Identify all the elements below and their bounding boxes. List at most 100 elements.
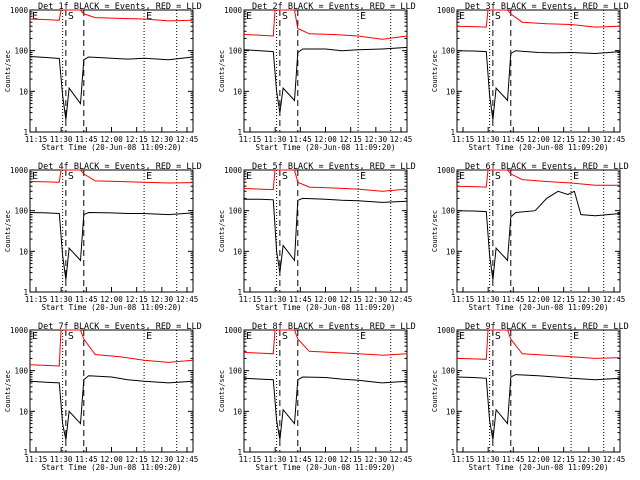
x-tick-label: 11:45 (75, 135, 98, 144)
y-tick-label: 1 (237, 288, 242, 297)
x-tick-label: 12:45 (603, 135, 626, 144)
marker-label: S (282, 171, 288, 182)
y-axis-label: Counts/sec (218, 210, 226, 252)
x-tick-label: 12:15 (339, 455, 362, 464)
y-axis-label: Counts/sec (431, 370, 439, 412)
marker-label: E (246, 11, 252, 22)
x-tick-label: 12:30 (578, 455, 601, 464)
marker-label: E (459, 11, 465, 22)
marker-label: E (459, 171, 465, 182)
y-tick-label: 1000 (10, 166, 29, 175)
x-tick-label: 12:00 (314, 295, 337, 304)
y-tick-label: 100 (441, 207, 455, 216)
x-tick-label: 11:15 (452, 455, 475, 464)
x-tick-label: 12:15 (125, 135, 148, 144)
panel-title: Det 8f BLACK = Events, RED = LLD (252, 322, 416, 332)
x-tick-label: 12:00 (100, 135, 123, 144)
marker-label: E (360, 331, 366, 342)
x-tick-label: 11:30 (50, 135, 73, 144)
y-tick-label: 10 (19, 247, 29, 256)
y-axis-label: Counts/sec (218, 50, 226, 92)
x-tick-label: 11:30 (50, 295, 73, 304)
x-tick-label: 12:45 (603, 455, 626, 464)
x-tick-label: 12:45 (390, 135, 413, 144)
x-tick-label: 12:15 (125, 455, 148, 464)
y-tick-label: 100 (228, 207, 242, 216)
marker-label: E (32, 11, 38, 22)
x-tick-label: 12:00 (527, 135, 550, 144)
panel-title: Det 5f BLACK = Events, RED = LLD (252, 162, 416, 172)
panel-title: Det 7f BLACK = Events, RED = LLD (38, 322, 202, 332)
lld-series-line (29, 9, 194, 22)
y-tick-label: 1000 (224, 6, 243, 15)
y-tick-label: 100 (228, 47, 242, 56)
x-tick-label: 12:30 (578, 295, 601, 304)
x-tick-label: 11:45 (289, 135, 312, 144)
y-tick-label: 10 (446, 247, 456, 256)
y-tick-label: 100 (441, 47, 455, 56)
x-tick-label: 12:30 (151, 455, 174, 464)
x-tick-label: 12:15 (552, 135, 575, 144)
x-tick-label: 12:15 (552, 455, 575, 464)
plot-frame (456, 169, 621, 293)
events-series-line (243, 376, 408, 440)
x-axis-label: Start Time (20-Jun-08 11:09:20) (469, 303, 609, 312)
plot-frame (243, 329, 408, 453)
x-tick-label: 12:30 (365, 295, 388, 304)
events-series-line (243, 46, 408, 113)
marker-label: S (495, 11, 501, 22)
x-tick-label: 12:15 (339, 295, 362, 304)
y-tick-label: 1000 (437, 326, 456, 335)
y-tick-label: 10 (233, 407, 243, 416)
x-tick-label: 11:30 (50, 455, 73, 464)
marker-label: S (282, 331, 288, 342)
x-tick-label: 12:00 (527, 455, 550, 464)
x-tick-label: 12:30 (365, 455, 388, 464)
y-tick-label: 1000 (224, 326, 243, 335)
y-tick-label: 10 (446, 407, 456, 416)
x-axis-label: Start Time (20-Jun-08 11:09:20) (256, 463, 396, 472)
y-tick-label: 100 (14, 367, 28, 376)
x-tick-label: 12:30 (151, 135, 174, 144)
x-tick-label: 11:15 (25, 295, 48, 304)
marker-label: E (146, 331, 152, 342)
x-tick-label: 12:30 (151, 295, 174, 304)
marker-label: S (68, 171, 74, 182)
lld-series-line (456, 9, 621, 28)
marker-label: S (68, 331, 74, 342)
x-tick-label: 12:00 (100, 295, 123, 304)
panel-title: Det 3f BLACK = Events, RED = LLD (465, 2, 629, 12)
x-tick-label: 12:45 (390, 295, 413, 304)
events-series-line (244, 197, 408, 273)
plot-frame (456, 9, 621, 133)
x-tick-label: 12:15 (552, 295, 575, 304)
events-series-line (29, 375, 194, 440)
x-axis-label: Start Time (20-Jun-08 11:09:20) (469, 463, 609, 472)
x-tick-label: 11:15 (239, 135, 262, 144)
y-axis-label: Counts/sec (4, 370, 12, 412)
y-tick-label: 10 (233, 87, 243, 96)
x-tick-label: 12:15 (339, 135, 362, 144)
y-axis-label: Counts/sec (431, 50, 439, 92)
panel-title: Det 6f BLACK = Events, RED = LLD (465, 162, 629, 172)
marker-label: E (360, 11, 366, 22)
x-tick-label: 11:45 (289, 295, 312, 304)
marker-label: E (573, 171, 579, 182)
y-axis-label: Counts/sec (4, 50, 12, 92)
lld-series-line (456, 169, 620, 188)
events-series-line (29, 56, 194, 120)
y-tick-label: 10 (233, 247, 243, 256)
y-tick-label: 10 (19, 87, 29, 96)
plot-frame (243, 169, 408, 293)
events-series-line (456, 374, 621, 440)
plot-frame (29, 9, 194, 133)
lld-series-line (243, 169, 408, 192)
x-axis-label: Start Time (20-Jun-08 11:09:20) (256, 303, 396, 312)
